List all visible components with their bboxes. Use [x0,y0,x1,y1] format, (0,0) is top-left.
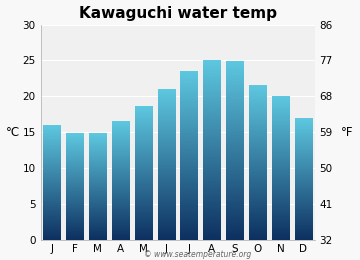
Title: Kawaguchi water temp: Kawaguchi water temp [78,5,276,21]
Y-axis label: °C: °C [6,126,20,139]
Text: © www.seatemperature.org: © www.seatemperature.org [144,250,252,259]
Y-axis label: °F: °F [341,126,354,139]
